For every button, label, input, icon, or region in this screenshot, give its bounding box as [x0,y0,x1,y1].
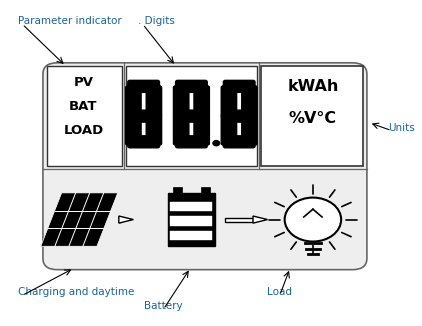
Text: Battery: Battery [144,301,183,311]
Text: LOAD: LOAD [63,124,103,137]
Text: PV: PV [73,76,93,89]
FancyBboxPatch shape [128,110,160,122]
Bar [170,231,212,240]
FancyBboxPatch shape [173,114,189,145]
Bar [173,187,182,193]
FancyBboxPatch shape [126,114,141,145]
FancyBboxPatch shape [146,114,162,145]
FancyBboxPatch shape [242,86,257,117]
Bar [170,201,212,211]
Text: Units: Units [388,123,414,133]
FancyBboxPatch shape [43,63,367,270]
Text: . Digits: . Digits [138,16,175,26]
FancyBboxPatch shape [176,136,207,148]
Text: BAT: BAT [69,100,97,113]
Circle shape [213,141,219,146]
Text: kWAh: kWAh [287,79,338,94]
Bar [119,218,121,222]
FancyBboxPatch shape [194,86,209,117]
Polygon shape [41,193,118,246]
FancyBboxPatch shape [242,114,257,145]
Polygon shape [253,216,268,223]
Bar [225,218,253,222]
Text: %V°C: %V°C [289,111,337,126]
Bar [170,216,212,226]
FancyBboxPatch shape [194,114,209,145]
Text: Load: Load [267,288,292,297]
FancyBboxPatch shape [223,80,255,92]
FancyBboxPatch shape [146,86,162,117]
FancyBboxPatch shape [47,66,122,166]
FancyBboxPatch shape [223,136,255,148]
Text: Parameter indicator: Parameter indicator [18,16,122,26]
FancyBboxPatch shape [261,66,363,166]
FancyBboxPatch shape [223,110,255,122]
FancyBboxPatch shape [173,86,189,117]
Polygon shape [119,216,133,223]
Bar [200,187,210,193]
FancyBboxPatch shape [176,110,207,122]
FancyBboxPatch shape [221,86,237,117]
FancyBboxPatch shape [126,66,257,166]
FancyBboxPatch shape [128,136,160,148]
FancyBboxPatch shape [176,80,207,92]
FancyBboxPatch shape [221,114,237,145]
Circle shape [285,198,341,242]
Text: Charging and daytime: Charging and daytime [18,288,134,297]
FancyBboxPatch shape [126,86,141,117]
FancyBboxPatch shape [128,80,160,92]
Bar [168,193,215,246]
